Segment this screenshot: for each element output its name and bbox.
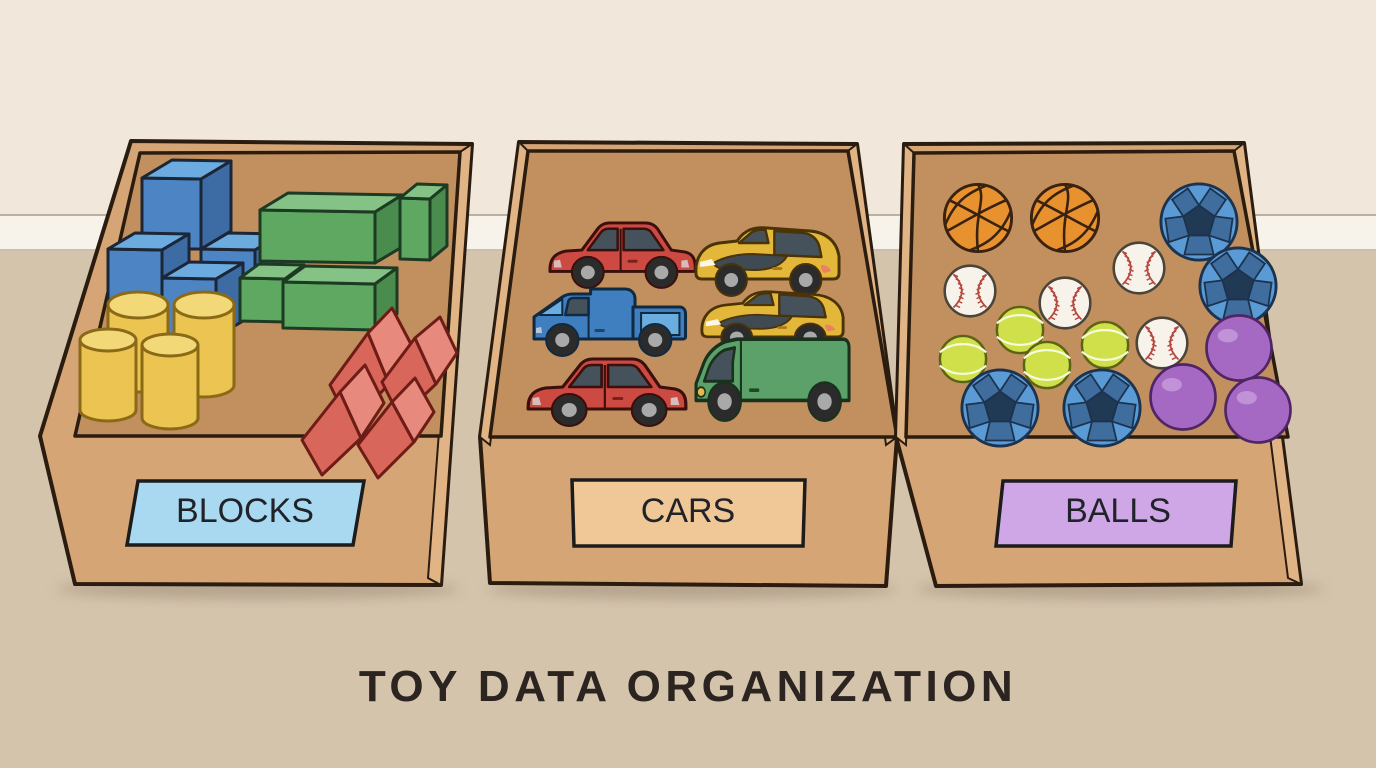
svg-text:TOY DATA ORGANIZATION: TOY DATA ORGANIZATION [359, 662, 1017, 711]
svg-text:CARS: CARS [641, 492, 735, 530]
svg-text:BLOCKS: BLOCKS [176, 492, 314, 530]
svg-text:BALLS: BALLS [1065, 492, 1171, 530]
